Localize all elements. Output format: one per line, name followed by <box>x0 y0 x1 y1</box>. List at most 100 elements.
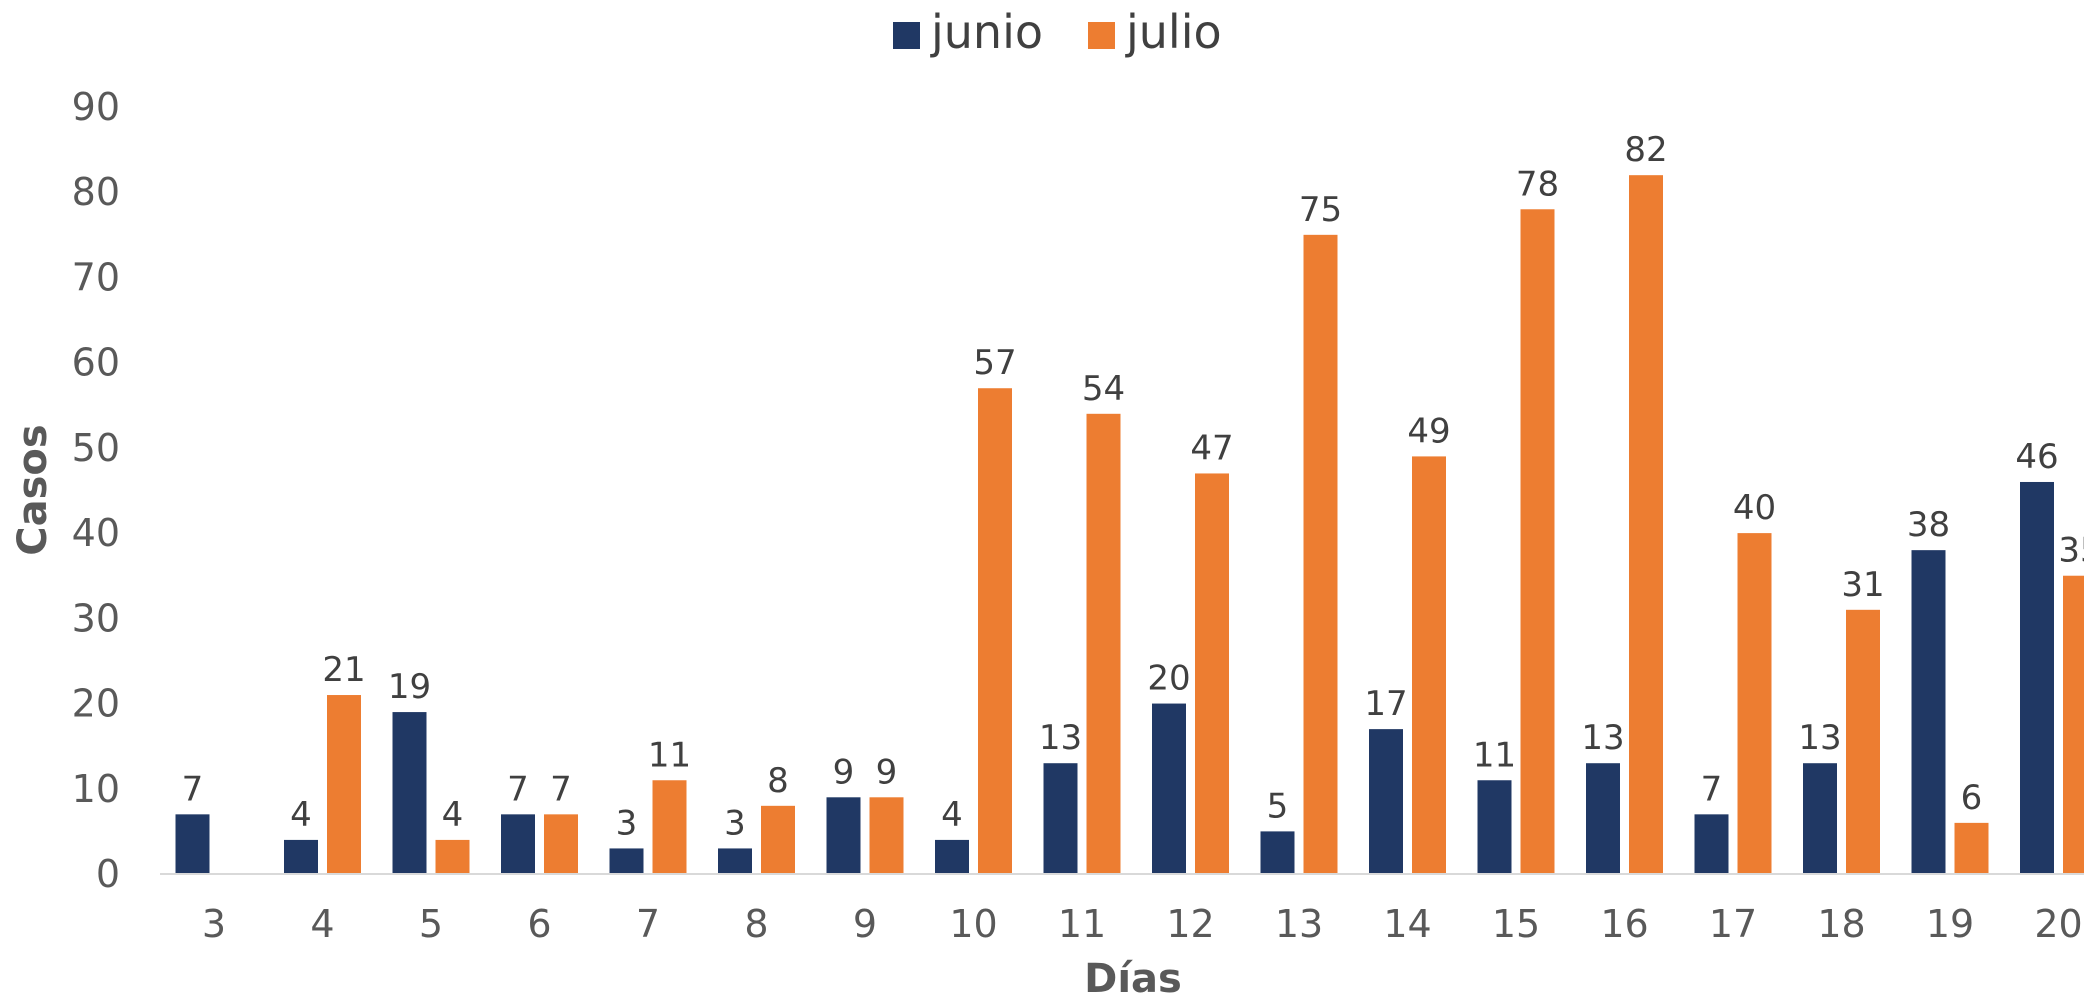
legend-swatch-junio <box>893 22 920 49</box>
x-axis: 3 4 5 6 7 8 9 10 11 12 13 14 15 16 17 18 19 20 <box>160 874 2084 946</box>
bar-junio <box>1586 763 1620 874</box>
bar-junio <box>1152 704 1186 874</box>
data-label-junio: 9 <box>833 752 855 792</box>
bar-junio <box>1695 814 1729 874</box>
data-label-julio: 31 <box>1841 565 1884 605</box>
data-label-julio: 11 <box>648 735 691 775</box>
data-label-julio: 6 <box>1961 778 1983 818</box>
data-label-julio: 75 <box>1299 190 1342 230</box>
data-label-julio: 40 <box>1733 488 1776 528</box>
y-tick-label: 30 <box>72 596 120 640</box>
data-label-junio: 7 <box>1701 769 1723 809</box>
bar-julio <box>978 388 1012 874</box>
x-tick-label: 10 <box>949 902 997 946</box>
bar-julio <box>1521 209 1555 874</box>
x-tick-label: 20 <box>2034 902 2082 946</box>
bar-junio <box>501 814 535 874</box>
bar-junio <box>2020 482 2054 874</box>
data-label-julio: 7 <box>550 769 572 809</box>
bar-julio <box>761 806 795 874</box>
data-label-junio: 17 <box>1364 684 1407 724</box>
bar-junio <box>935 840 969 874</box>
data-label-julio: 4 <box>442 795 464 835</box>
y-tick-label: 0 <box>96 852 120 896</box>
y-tick-label: 90 <box>72 85 120 129</box>
x-tick-label: 4 <box>310 902 334 946</box>
data-label-junio: 3 <box>724 803 746 843</box>
data-label-julio: 57 <box>973 343 1016 383</box>
bar-julio <box>870 797 904 874</box>
x-tick-label: 11 <box>1058 902 1106 946</box>
bar-julio <box>1412 456 1446 874</box>
data-label-junio: 4 <box>290 795 312 835</box>
legend: junio julio <box>893 5 1222 59</box>
x-tick-label: 8 <box>744 902 768 946</box>
bar-julio <box>327 695 361 874</box>
bar-junio <box>1369 729 1403 874</box>
y-tick-label: 70 <box>72 255 120 299</box>
bar-julio <box>1846 610 1880 874</box>
bar-junio <box>1803 763 1837 874</box>
y-tick-label: 80 <box>72 170 120 214</box>
legend-swatch-julio <box>1088 22 1115 49</box>
data-label-junio: 19 <box>388 667 431 707</box>
data-label-julio: 54 <box>1082 369 1125 409</box>
data-label-julio: 82 <box>1624 130 1667 170</box>
bar-julio <box>1304 235 1338 874</box>
y-tick-label: 60 <box>72 341 120 385</box>
y-axis: 0 10 20 30 40 50 60 70 80 90 <box>72 85 120 896</box>
bar-junio <box>827 797 861 874</box>
legend-label-junio: junio <box>930 5 1043 59</box>
y-axis-title: Casos <box>10 424 56 555</box>
bar-julio <box>544 814 578 874</box>
bar-julio <box>1738 533 1772 874</box>
y-tick-label: 50 <box>72 426 120 470</box>
legend-label-julio: julio <box>1125 5 1222 59</box>
data-label-junio: 13 <box>1039 718 1082 758</box>
data-label-junio: 11 <box>1473 735 1516 775</box>
x-tick-label: 12 <box>1166 902 1214 946</box>
y-tick-label: 40 <box>72 511 120 555</box>
bar-julio <box>1195 473 1229 874</box>
data-label-julio: 35 <box>2058 531 2084 571</box>
data-label-junio: 20 <box>1147 659 1190 699</box>
x-axis-title: Días <box>1084 956 1182 995</box>
y-tick-label: 20 <box>72 682 120 726</box>
data-label-junio: 7 <box>507 769 529 809</box>
data-label-junio: 38 <box>1907 505 1950 545</box>
x-tick-label: 14 <box>1383 902 1431 946</box>
x-tick-label: 13 <box>1275 902 1323 946</box>
x-tick-label: 19 <box>1926 902 1974 946</box>
bar-junio <box>176 814 210 874</box>
bar-junio <box>610 848 644 874</box>
data-label-junio: 5 <box>1267 786 1289 826</box>
data-label-julio: 9 <box>876 752 898 792</box>
bar-junio <box>718 848 752 874</box>
bar-julio <box>436 840 470 874</box>
data-label-junio: 3 <box>616 803 638 843</box>
x-tick-label: 15 <box>1492 902 1540 946</box>
x-tick-label: 9 <box>853 902 877 946</box>
bars <box>176 175 2084 874</box>
x-tick-label: 18 <box>1817 902 1865 946</box>
x-tick-label: 6 <box>527 902 551 946</box>
data-label-junio: 46 <box>2015 437 2058 477</box>
bar-junio <box>1044 763 1078 874</box>
x-tick-label: 7 <box>636 902 660 946</box>
data-label-julio: 47 <box>1190 428 1233 468</box>
bar-julio <box>2063 576 2084 874</box>
bar-junio <box>1478 780 1512 874</box>
bar-junio <box>1912 550 1946 874</box>
bar-julio <box>1087 414 1121 874</box>
data-label-julio: 49 <box>1407 411 1450 451</box>
data-label-junio: 7 <box>182 769 204 809</box>
y-tick-label: 10 <box>72 767 120 811</box>
data-label-julio: 21 <box>322 650 365 690</box>
x-tick-label: 5 <box>419 902 443 946</box>
x-tick-label: 16 <box>1600 902 1648 946</box>
x-tick-label: 17 <box>1709 902 1757 946</box>
data-label-julio: 78 <box>1516 164 1559 204</box>
bar-julio <box>1629 175 1663 874</box>
